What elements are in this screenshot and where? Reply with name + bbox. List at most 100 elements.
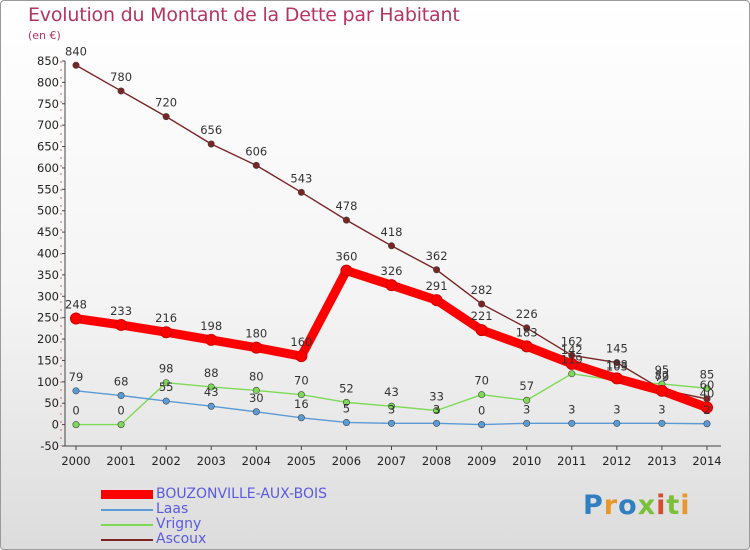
- data-point: [72, 421, 80, 429]
- data-label: 60: [700, 378, 715, 392]
- data-point: [70, 312, 82, 325]
- data-point: [162, 379, 170, 387]
- data-point: [523, 419, 531, 427]
- series-points: [70, 61, 713, 429]
- data-label: 88: [204, 366, 219, 380]
- data-point: [117, 87, 125, 95]
- logo-letter: o: [618, 490, 638, 521]
- data-label: 360: [335, 250, 357, 264]
- data-label: 3: [568, 402, 575, 416]
- legend-swatch: [101, 490, 153, 499]
- data-point: [433, 406, 441, 414]
- data-point: [207, 402, 215, 410]
- data-point: [250, 341, 263, 354]
- data-label: 79: [69, 370, 84, 384]
- y-tick-label: 50: [44, 396, 59, 410]
- y-tick-label: 350: [37, 268, 59, 282]
- data-point: [613, 359, 621, 367]
- data-label: 40: [700, 387, 715, 401]
- y-tick-label: 700: [37, 118, 59, 132]
- data-label: 3: [523, 402, 530, 416]
- logo-letter: i: [680, 490, 691, 521]
- data-point: [523, 324, 531, 332]
- logo-letter: x: [637, 490, 657, 521]
- data-label: 68: [114, 375, 129, 389]
- data-label: 248: [65, 298, 87, 312]
- data-label: 70: [474, 374, 489, 388]
- chart-title: Evolution du Montant de la Dette par Hab…: [28, 4, 460, 26]
- data-point: [252, 408, 260, 416]
- data-label: 108: [606, 357, 628, 371]
- legend-item-vrigny: Vrigny: [101, 517, 327, 532]
- chart-subtitle: (en €): [28, 29, 61, 42]
- data-point: [385, 279, 398, 292]
- x-tick-label: 2003: [197, 454, 226, 468]
- data-point: [297, 391, 305, 399]
- legend-label: BOUZONVILLE-AUX-BOIS: [156, 486, 328, 502]
- logo-letter: t: [666, 490, 681, 521]
- data-point: [162, 113, 170, 121]
- data-point: [703, 420, 711, 428]
- x-tick-label: 2005: [287, 454, 316, 468]
- y-tick-label: 650: [37, 140, 59, 154]
- x-tick-label: 2008: [422, 454, 451, 468]
- data-point: [342, 418, 350, 426]
- data-label: 80: [249, 369, 264, 383]
- data-label: 142: [561, 343, 583, 357]
- data-label: 183: [516, 325, 538, 339]
- data-point: [478, 300, 486, 308]
- data-label: 145: [606, 342, 628, 356]
- axes: -500501001502002503003504004505005506006…: [37, 54, 722, 468]
- data-point: [205, 333, 218, 346]
- data-point: [117, 421, 125, 429]
- y-tick-label: 600: [37, 161, 59, 175]
- y-tick-label: 850: [37, 54, 59, 68]
- y-tick-label: 250: [37, 311, 59, 325]
- data-label: 3: [388, 402, 395, 416]
- data-point: [568, 370, 576, 378]
- data-label: 606: [245, 144, 267, 158]
- data-label: 780: [110, 70, 132, 84]
- data-label: 221: [471, 309, 493, 323]
- data-label: 326: [381, 264, 403, 278]
- data-label: 30: [249, 391, 264, 405]
- data-point: [478, 391, 486, 399]
- data-point: [115, 318, 128, 331]
- x-tick-label: 2002: [152, 454, 181, 468]
- data-point: [252, 161, 260, 169]
- legend-item-bouzonville: BOUZONVILLE-AUX-BOIS: [101, 487, 327, 502]
- data-point: [703, 384, 711, 392]
- data-point: [658, 419, 666, 427]
- data-label: 43: [384, 385, 399, 399]
- x-tick-label: 2012: [602, 454, 631, 468]
- y-tick-label: 300: [37, 289, 59, 303]
- data-label: 198: [200, 319, 222, 333]
- data-point: [478, 421, 486, 429]
- data-label: 33: [429, 389, 444, 403]
- data-label: 478: [335, 199, 357, 213]
- data-point: [207, 140, 215, 148]
- x-tick-label: 2006: [332, 454, 361, 468]
- data-label: 162: [561, 334, 583, 348]
- data-label: 0: [117, 404, 124, 418]
- y-tick-label: 0: [52, 418, 59, 432]
- legend-swatch: [101, 508, 153, 511]
- y-tick-label: 150: [37, 353, 59, 367]
- x-tick-label: 2007: [377, 454, 406, 468]
- data-label: 85: [700, 367, 715, 381]
- data-label: 226: [516, 307, 538, 321]
- data-point: [565, 357, 578, 370]
- legend-label: Laas: [156, 501, 189, 517]
- legend-swatch: [101, 538, 153, 541]
- data-point: [72, 387, 80, 395]
- logo-letter: r: [603, 490, 619, 521]
- data-label: 0: [72, 404, 79, 418]
- data-point: [523, 396, 531, 404]
- data-label: 79: [655, 370, 670, 384]
- x-tick-label: 2013: [647, 454, 676, 468]
- data-label: 119: [561, 353, 583, 367]
- data-label: 180: [245, 327, 267, 341]
- data-point: [433, 419, 441, 427]
- data-point: [610, 372, 623, 385]
